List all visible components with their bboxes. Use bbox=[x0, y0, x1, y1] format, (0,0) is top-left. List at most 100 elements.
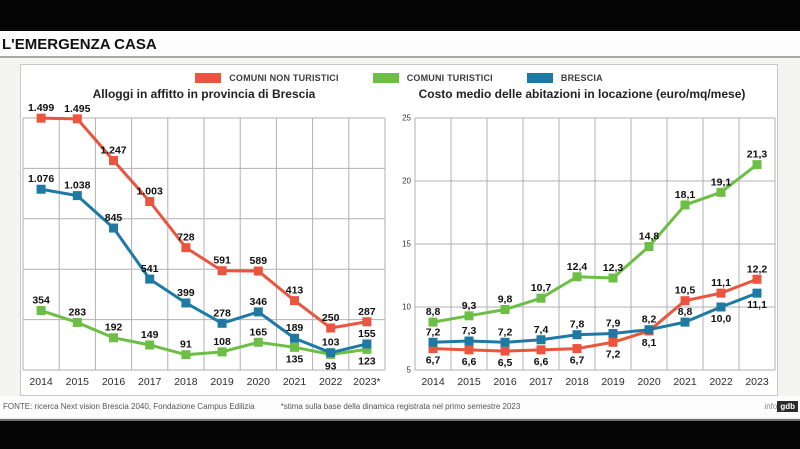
green-swatch-icon bbox=[372, 73, 399, 83]
svg-text:7,8: 7,8 bbox=[570, 319, 585, 331]
svg-text:103: 103 bbox=[322, 337, 340, 349]
svg-text:7,2: 7,2 bbox=[498, 326, 513, 338]
svg-text:12,3: 12,3 bbox=[603, 262, 624, 274]
svg-text:346: 346 bbox=[250, 296, 268, 308]
svg-text:189: 189 bbox=[286, 322, 304, 334]
svg-text:399: 399 bbox=[177, 287, 195, 299]
svg-text:1.003: 1.003 bbox=[137, 185, 163, 197]
svg-text:1.499: 1.499 bbox=[28, 102, 54, 114]
svg-text:20: 20 bbox=[402, 177, 411, 186]
header: L'EMERGENZA CASA bbox=[0, 32, 800, 58]
svg-text:12,2: 12,2 bbox=[747, 263, 768, 275]
left-chart-block: Alloggi in affitto in provincia di Bresc… bbox=[21, 86, 387, 392]
svg-text:2015: 2015 bbox=[66, 376, 90, 388]
svg-text:8,8: 8,8 bbox=[426, 306, 441, 318]
legend-label: COMUNI TURISTICI bbox=[406, 73, 493, 83]
page-title: L'EMERGENZA CASA bbox=[2, 35, 157, 53]
svg-text:541: 541 bbox=[141, 263, 159, 275]
svg-text:278: 278 bbox=[213, 307, 231, 319]
svg-text:11,1: 11,1 bbox=[711, 277, 731, 289]
source-note: FONTE: ricerca Next vision Brescia 2040,… bbox=[3, 402, 255, 411]
svg-text:2017: 2017 bbox=[529, 376, 553, 388]
svg-text:1.495: 1.495 bbox=[64, 103, 90, 115]
gdb-logo: gdb bbox=[777, 401, 798, 412]
legend-label: BRESCIA bbox=[560, 73, 603, 83]
svg-text:2016: 2016 bbox=[102, 376, 126, 388]
svg-text:283: 283 bbox=[69, 306, 87, 318]
svg-text:589: 589 bbox=[250, 255, 268, 267]
svg-text:108: 108 bbox=[213, 336, 231, 348]
svg-text:6,6: 6,6 bbox=[462, 356, 477, 368]
svg-text:123: 123 bbox=[358, 355, 376, 367]
svg-text:354: 354 bbox=[32, 295, 50, 307]
svg-text:413: 413 bbox=[286, 285, 304, 297]
footer: FONTE: ricerca Next vision Brescia 2040,… bbox=[0, 396, 800, 417]
svg-text:1.038: 1.038 bbox=[64, 180, 90, 192]
svg-text:2020: 2020 bbox=[247, 376, 271, 388]
svg-text:12,4: 12,4 bbox=[567, 261, 588, 273]
svg-text:6,7: 6,7 bbox=[570, 355, 585, 367]
bottom-black-bar bbox=[0, 419, 800, 449]
svg-text:19,1: 19,1 bbox=[711, 176, 732, 188]
svg-text:287: 287 bbox=[358, 306, 376, 318]
left-chart-title: Alloggi in affitto in provincia di Bresc… bbox=[92, 87, 316, 101]
svg-text:192: 192 bbox=[105, 322, 123, 334]
svg-text:155: 155 bbox=[358, 328, 376, 340]
svg-text:10,7: 10,7 bbox=[531, 282, 552, 294]
legend-item-non-turistici: COMUNI NON TURISTICI bbox=[195, 73, 339, 83]
svg-text:7,9: 7,9 bbox=[606, 317, 621, 329]
svg-text:2023: 2023 bbox=[745, 376, 769, 388]
svg-text:2019: 2019 bbox=[210, 376, 234, 388]
svg-text:7,2: 7,2 bbox=[606, 348, 621, 360]
svg-text:2019: 2019 bbox=[601, 376, 625, 388]
svg-text:2016: 2016 bbox=[493, 376, 517, 388]
svg-text:91: 91 bbox=[180, 339, 192, 351]
svg-text:9,3: 9,3 bbox=[462, 300, 477, 312]
svg-text:10,5: 10,5 bbox=[675, 285, 696, 297]
legend: COMUNI NON TURISTICI COMUNI TURISTICI BR… bbox=[21, 65, 777, 86]
svg-text:6,5: 6,5 bbox=[498, 357, 513, 369]
legend-item-brescia: BRESCIA bbox=[526, 73, 603, 83]
svg-text:25: 25 bbox=[402, 114, 411, 123]
svg-text:2020: 2020 bbox=[637, 376, 661, 388]
svg-text:93: 93 bbox=[325, 360, 337, 372]
svg-text:7,3: 7,3 bbox=[462, 325, 477, 337]
svg-text:1.076: 1.076 bbox=[28, 173, 54, 185]
blue-swatch-icon bbox=[526, 73, 553, 83]
right-chart: 5 10 15 20 25 8,8 9,3 9,8 10,7 12,4 12,3 14,8 18,1 19… bbox=[402, 114, 776, 388]
svg-text:728: 728 bbox=[177, 232, 195, 244]
svg-text:11,1: 11,1 bbox=[747, 299, 767, 311]
svg-text:18,1: 18,1 bbox=[675, 189, 696, 201]
red-swatch-icon bbox=[195, 73, 222, 83]
svg-text:591: 591 bbox=[213, 255, 231, 267]
footnote: *stima sulla base della dinamica registr… bbox=[280, 402, 521, 411]
infographic-panel: COMUNI NON TURISTICI COMUNI TURISTICI BR… bbox=[20, 64, 778, 396]
svg-text:10,0: 10,0 bbox=[711, 313, 732, 325]
right-chart-title: Costo medio delle abitazioni in locazion… bbox=[418, 87, 746, 101]
svg-text:6,7: 6,7 bbox=[426, 355, 441, 367]
svg-text:8,8: 8,8 bbox=[678, 306, 693, 318]
svg-text:21,3: 21,3 bbox=[747, 149, 768, 161]
svg-text:149: 149 bbox=[141, 329, 159, 341]
svg-text:8,1: 8,1 bbox=[642, 337, 657, 349]
svg-text:2018: 2018 bbox=[174, 376, 198, 388]
legend-label: COMUNI NON TURISTICI bbox=[229, 73, 339, 83]
svg-text:2014: 2014 bbox=[29, 376, 53, 388]
svg-text:7,2: 7,2 bbox=[426, 326, 441, 338]
svg-text:15: 15 bbox=[402, 240, 411, 249]
svg-text:6,6: 6,6 bbox=[534, 356, 549, 368]
svg-text:9,8: 9,8 bbox=[498, 294, 513, 306]
svg-text:2014: 2014 bbox=[421, 376, 445, 388]
legend-item-turistici: COMUNI TURISTICI bbox=[372, 73, 493, 83]
left-chart: 1.499 1.495 1.247 1.003 728 591 589 413 250 287 35… bbox=[22, 102, 386, 388]
svg-text:7,4: 7,4 bbox=[534, 324, 549, 336]
svg-text:5: 5 bbox=[407, 366, 412, 375]
svg-text:165: 165 bbox=[250, 326, 268, 338]
right-chart-block: Costo medio delle abitazioni in locazion… bbox=[387, 86, 777, 392]
svg-text:2023*: 2023* bbox=[353, 376, 380, 388]
svg-text:2022: 2022 bbox=[319, 376, 343, 388]
charts-container: Alloggi in affitto in provincia di Bresc… bbox=[21, 86, 777, 392]
svg-text:2017: 2017 bbox=[138, 376, 162, 388]
svg-text:135: 135 bbox=[286, 353, 304, 365]
svg-text:10: 10 bbox=[402, 303, 411, 312]
